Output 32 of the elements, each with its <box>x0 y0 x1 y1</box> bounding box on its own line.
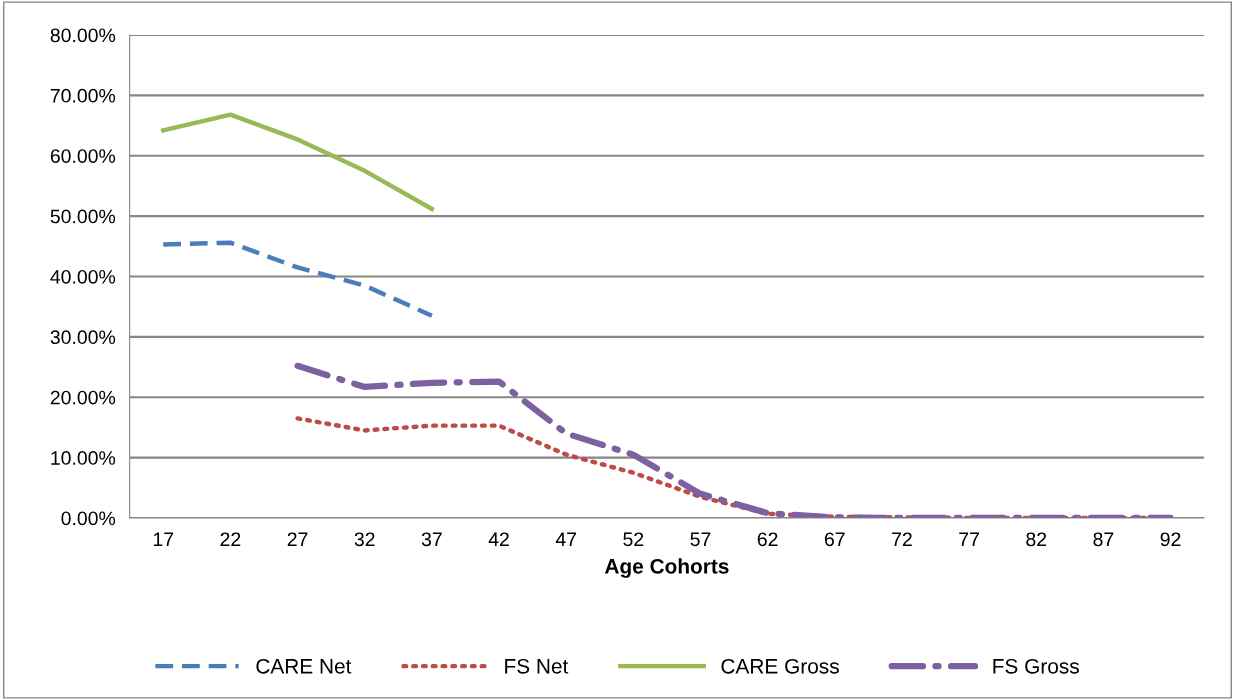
x-tick-label: 37 <box>421 532 442 547</box>
legend-label: FS Gross <box>993 658 1079 674</box>
x-tick-label: 72 <box>892 532 912 546</box>
y-tick-label: 40.00% <box>50 269 116 284</box>
x-tick-label: 22 <box>220 532 241 546</box>
x-axis-title: Age Cohorts <box>604 558 729 578</box>
x-tick-label: 87 <box>1093 532 1114 547</box>
y-tick-label: 80.00% <box>50 28 116 43</box>
x-tick-label: 27 <box>287 532 308 546</box>
x-tick-label: 17 <box>153 532 174 546</box>
x-tick-label: 82 <box>1026 532 1047 547</box>
y-tick-label: 30.00% <box>50 330 116 345</box>
x-tick-label: 62 <box>757 532 778 547</box>
x-tick-label: 32 <box>354 532 375 547</box>
y-tick-label: 10.00% <box>51 451 116 465</box>
y-tick-label: 20.00% <box>50 390 116 405</box>
legend-label: CARE Net <box>256 658 352 674</box>
y-tick-label: 50.00% <box>50 209 116 224</box>
x-tick-label: 47 <box>555 532 577 546</box>
y-tick-label: 0.00% <box>61 511 116 526</box>
x-tick-label: 42 <box>488 532 509 546</box>
x-tick-label: 57 <box>690 532 711 547</box>
x-tick-label: 77 <box>959 532 979 546</box>
y-tick-label: 70.00% <box>50 88 116 103</box>
line-series <box>161 240 435 318</box>
line-series <box>161 112 435 212</box>
x-tick-label: 52 <box>623 532 644 547</box>
legend-label: FS Net <box>505 658 569 674</box>
y-tick-label: 60.00% <box>50 149 116 163</box>
legend-label: CARE Gross <box>721 658 839 674</box>
x-tick-label: 67 <box>824 532 845 547</box>
x-tick-label: 92 <box>1160 532 1181 547</box>
